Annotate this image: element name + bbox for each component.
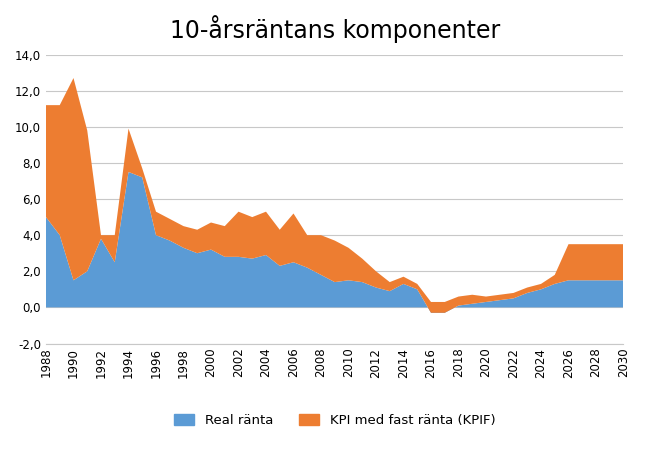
- Title: 10-årsräntans komponenter: 10-årsräntans komponenter: [170, 15, 500, 43]
- Legend: Real ränta, KPI med fast ränta (KPIF): Real ränta, KPI med fast ränta (KPIF): [174, 414, 495, 427]
